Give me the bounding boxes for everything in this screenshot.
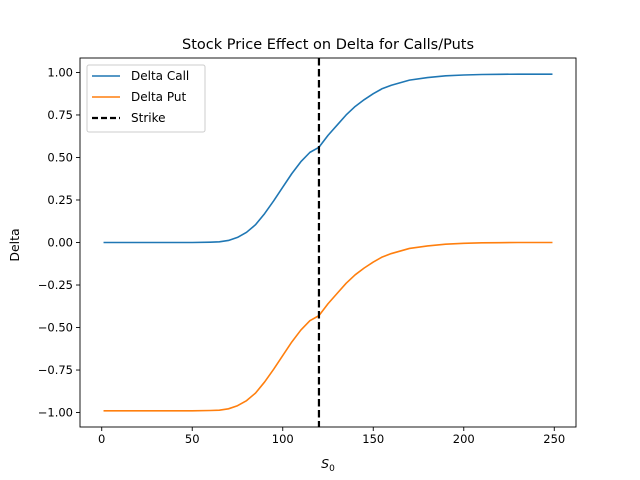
y-tick-label: −0.50 <box>38 321 73 335</box>
x-tick-label: 250 <box>543 432 565 446</box>
y-tick-label: 0.75 <box>47 108 73 122</box>
legend: Delta Call Delta Put Strike <box>86 64 206 133</box>
y-tick-label: −0.25 <box>38 278 73 292</box>
x-tick-label: 0 <box>98 432 105 446</box>
y-tick-label: −1.00 <box>38 406 73 420</box>
plot-area: 0 50 100 150 200 250 −1.00 −0.75 −0.50 −0.25 0.00 0… <box>38 57 577 446</box>
y-tick-label: 0.00 <box>47 236 73 250</box>
series-line-2 <box>103 241 553 412</box>
y-axis-label: Delta <box>7 228 22 261</box>
x-tick-label: 200 <box>453 432 475 446</box>
x-axis-label: S0 <box>321 456 335 474</box>
series-line-1 <box>103 73 553 244</box>
x-axis-label-main: S <box>321 456 329 471</box>
y-tick-label: 0.50 <box>47 150 73 164</box>
y-tick-label: −0.75 <box>38 363 73 377</box>
y-tick-label: 0.25 <box>47 193 73 207</box>
x-tick-label: 100 <box>272 432 294 446</box>
legend-label-3: Strike <box>131 111 166 125</box>
legend-label-1: Delta Call <box>131 69 189 83</box>
legend-box <box>86 64 206 133</box>
legend-label-2: Delta Put <box>131 90 186 104</box>
chart-title: Stock Price Effect on Delta for Calls/Pu… <box>182 37 474 53</box>
y-tick-label: 1.00 <box>47 65 73 79</box>
x-axis-label-subscript: 0 <box>329 464 335 474</box>
x-tick-label: 150 <box>362 432 384 446</box>
x-tick-label: 50 <box>185 432 200 446</box>
